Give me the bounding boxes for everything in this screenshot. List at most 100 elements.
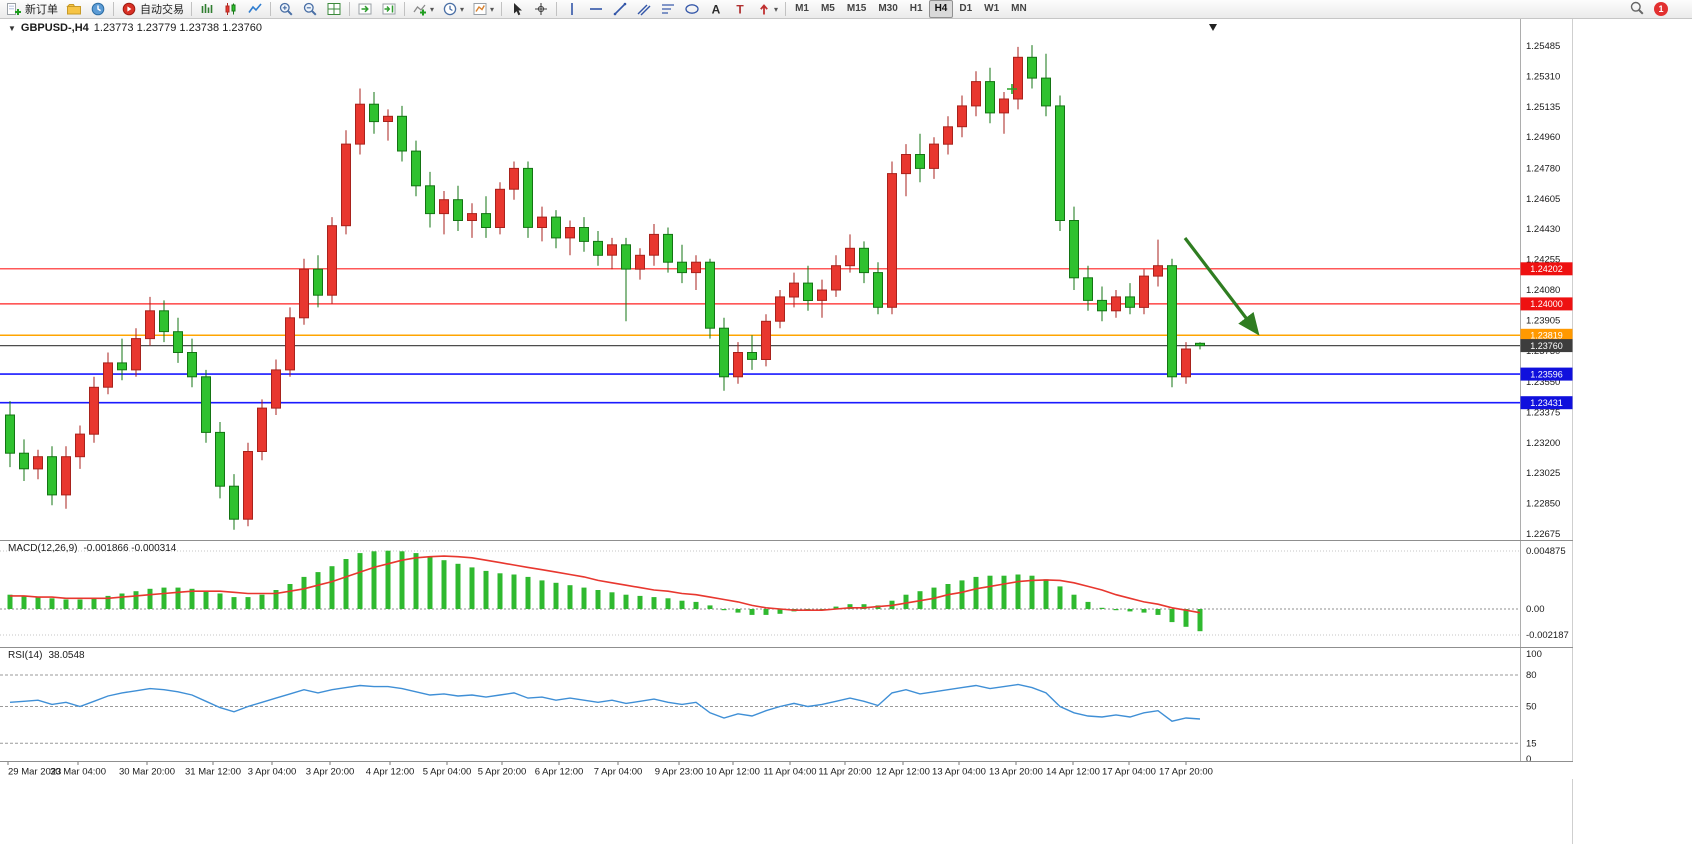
label-button[interactable]: T (728, 0, 752, 19)
periods-button[interactable]: ▾ (438, 0, 468, 19)
svg-text:1.23905: 1.23905 (1526, 315, 1560, 326)
bar-chart-button[interactable] (195, 0, 219, 19)
arrows-button[interactable]: ▾ (752, 0, 782, 19)
line-chart-icon (247, 1, 263, 17)
svg-text:9 Apr 23:00: 9 Apr 23:00 (655, 767, 704, 778)
chart-shift-button[interactable] (377, 0, 401, 19)
fibonacci-button[interactable] (656, 0, 680, 19)
svg-text:0.004875: 0.004875 (1526, 546, 1566, 557)
autotrading-button[interactable]: 自动交易 (117, 0, 188, 19)
autotrading-button-label: 自动交易 (140, 4, 184, 16)
zoom-out-button[interactable] (298, 0, 322, 19)
search-icon[interactable] (1629, 0, 1645, 19)
zoom-out-icon (302, 1, 318, 17)
timeframe-button-w1[interactable]: W1 (984, 3, 1000, 14)
symbol-period: GBPUSD-,H4 (20, 22, 89, 34)
vertical-line-button[interactable] (560, 0, 584, 19)
timeframe-button-m15[interactable]: M15 (846, 3, 867, 14)
market-watch-button[interactable] (86, 0, 110, 19)
timeframe-button-mn[interactable]: MN (1011, 3, 1027, 14)
zoom-in-icon (278, 1, 294, 17)
candle-chart-icon (223, 1, 239, 17)
macd-values: -0.001866 -0.000314 (83, 543, 177, 554)
periods-icon (442, 1, 458, 17)
rsi-line (9, 683, 1201, 722)
tile-windows-button[interactable] (322, 0, 346, 19)
templates-button[interactable]: ▾ (468, 0, 498, 19)
svg-text:11 Apr 04:00: 11 Apr 04:00 (763, 767, 816, 778)
svg-text:29 Mar 2023: 29 Mar 2023 (8, 767, 61, 778)
svg-text:1.24605: 1.24605 (1526, 194, 1560, 205)
trendline-button[interactable] (608, 0, 632, 19)
timeframe-button-h4[interactable]: H4 (928, 0, 954, 18)
rsi-pane[interactable]: 100 80 50 15 0 RSI(14) 38.0548 (0, 647, 1573, 762)
rsi-canvas[interactable]: 100 80 50 15 0 (0, 648, 1573, 762)
chart-shift-marker-icon[interactable] (1209, 24, 1217, 31)
shapes-button[interactable] (680, 0, 704, 19)
new-order-button[interactable]: 新订单 (2, 0, 62, 19)
timeframe-button-h1[interactable]: H1 (909, 3, 923, 14)
svg-text:100: 100 (1526, 649, 1542, 660)
svg-text:30 Mar 04:00: 30 Mar 04:00 (50, 767, 106, 778)
svg-text:14 Apr 12:00: 14 Apr 12:00 (1046, 767, 1100, 778)
timeframe-button-d1[interactable]: D1 (959, 3, 973, 14)
notification-badge[interactable]: 1 (1654, 2, 1668, 16)
rsi-label: RSI(14) 38.0548 (8, 650, 85, 661)
bar-chart-icon (199, 1, 215, 17)
tile-windows-icon (326, 1, 342, 17)
line-chart-button[interactable] (243, 0, 267, 19)
svg-text:1.24430: 1.24430 (1526, 224, 1560, 235)
toolbar-right-group: 1 (1629, 0, 1692, 19)
label-icon: T (732, 1, 748, 17)
svg-text:15: 15 (1526, 738, 1537, 749)
text-button[interactable]: A (704, 0, 728, 19)
svg-text:30 Mar 20:00: 30 Mar 20:00 (119, 767, 175, 778)
macd-name: MACD(12,26,9) (8, 543, 78, 554)
price-chart-canvas[interactable]: 1.25485 1.25310 1.25135 1.24960 1.24780 1.246… (0, 19, 1573, 540)
annotation-arrow[interactable] (1183, 237, 1260, 336)
price-axis-labels[interactable]: 1.25485 1.25310 1.25135 1.24960 1.24780 1.246… (1526, 41, 1560, 540)
rsi-values: 38.0548 (48, 650, 85, 661)
svg-text:1.23596: 1.23596 (1530, 369, 1563, 379)
toolbar: 新订单 自动交易 ▾ ▾ ▾ A T ▾ M1 M5 M15 M30 H1 H4 D1 W1 MN 1 (0, 0, 1692, 19)
macd-label: MACD(12,26,9) -0.001866 -0.000314 (8, 543, 176, 554)
timeframe-button-m30[interactable]: M30 (878, 3, 898, 14)
time-axis[interactable]: 29 Mar 2023 30 Mar 04:00 30 Mar 20:00 31 Ma… (0, 761, 1573, 779)
chart-window[interactable]: 1.25485 1.25310 1.25135 1.24960 1.24780 1.246… (0, 19, 1573, 844)
horizontal-level-lines[interactable] (0, 268, 1520, 404)
horizontal-line-button[interactable] (584, 0, 608, 19)
macd-pane[interactable]: 0.004875 0.00 -0.002187 MACD(12,26,9) -0.0… (0, 540, 1573, 648)
arrows-icon (756, 1, 772, 17)
channel-button[interactable] (632, 0, 656, 19)
dropdown-caret-icon: ▾ (460, 4, 465, 14)
auto-scroll-button[interactable] (353, 0, 377, 19)
dropdown-caret-icon: ▾ (430, 4, 435, 14)
main-chart-pane[interactable]: 1.25485 1.25310 1.25135 1.24960 1.24780 1.246… (0, 19, 1573, 540)
profiles-button[interactable] (62, 0, 86, 19)
new-order-button-label: 新订单 (25, 4, 58, 16)
zoom-in-button[interactable] (274, 0, 298, 19)
timeframe-button-m1[interactable]: M1 (795, 3, 809, 14)
cursor-button[interactable] (505, 0, 529, 19)
macd-canvas[interactable]: 0.004875 0.00 -0.002187 (0, 541, 1573, 648)
svg-text:1.23760: 1.23760 (1530, 341, 1563, 351)
svg-text:80: 80 (1526, 670, 1537, 681)
svg-text:1.24780: 1.24780 (1526, 163, 1560, 174)
svg-text:10 Apr 12:00: 10 Apr 12:00 (706, 767, 760, 778)
svg-text:1.23025: 1.23025 (1526, 468, 1560, 479)
indicators-button[interactable]: ▾ (408, 0, 438, 19)
cursor-icon (509, 1, 525, 17)
svg-text:5 Apr 20:00: 5 Apr 20:00 (478, 767, 527, 778)
candles-layer (5, 45, 1205, 530)
crosshair-button[interactable] (529, 0, 553, 19)
svg-text:1.24080: 1.24080 (1526, 285, 1560, 296)
svg-text:4 Apr 12:00: 4 Apr 12:00 (366, 767, 415, 778)
candle-chart-button[interactable] (219, 0, 243, 19)
svg-text:50: 50 (1526, 702, 1537, 713)
toolbar-separator (113, 2, 114, 16)
macd-histogram (7, 550, 1203, 632)
collapse-triangle-icon[interactable]: ▼ (8, 23, 16, 33)
rsi-name: RSI(14) (8, 650, 43, 661)
timeframe-button-m5[interactable]: M5 (820, 3, 835, 14)
